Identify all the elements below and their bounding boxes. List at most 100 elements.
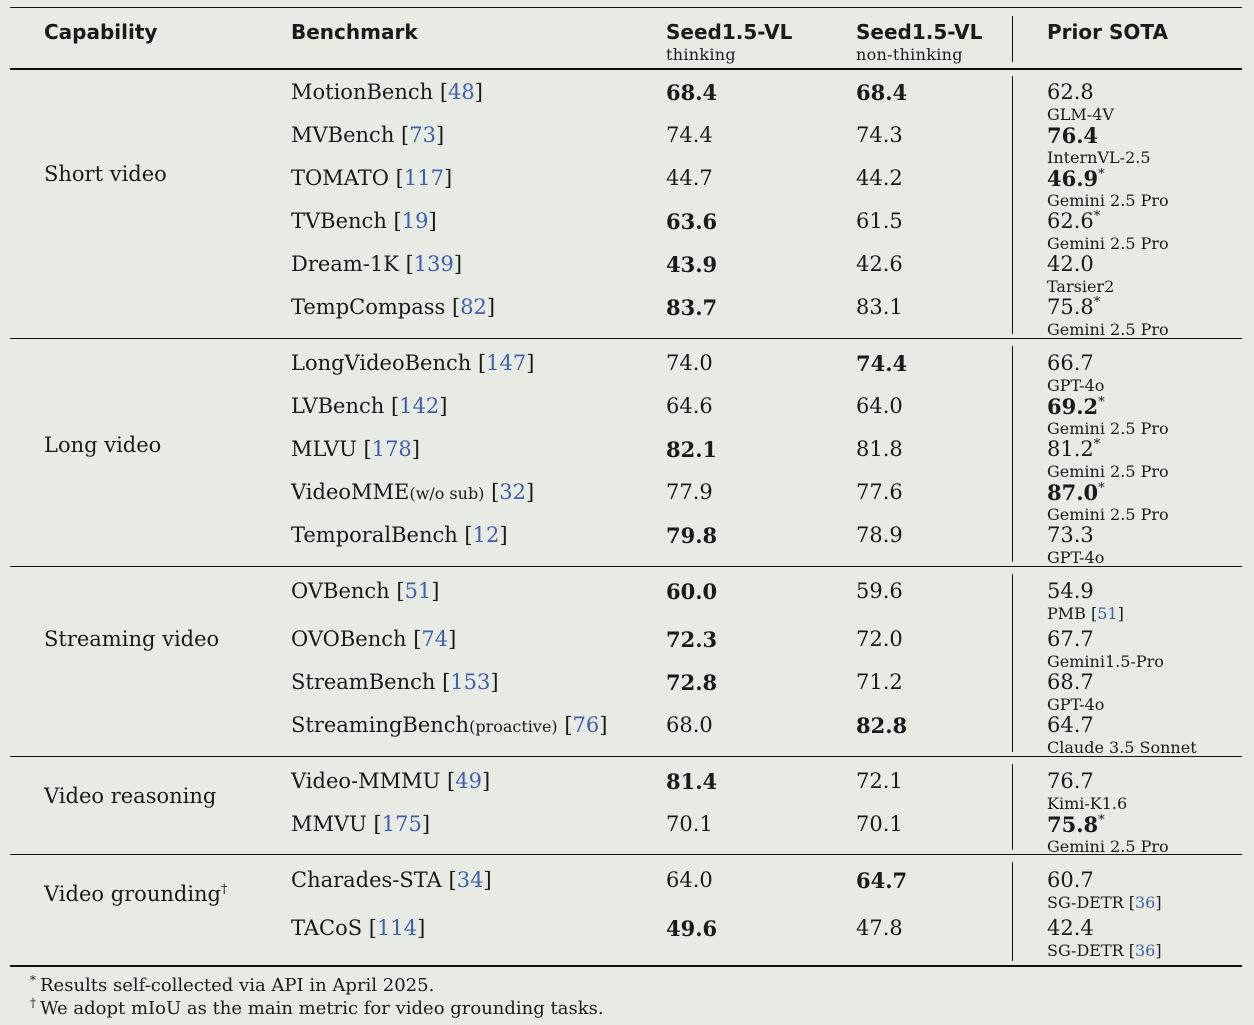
group-rule [10,965,1242,967]
sota-value: 66.7 [1047,351,1094,375]
prior-sota-score: 87.0* [1047,480,1105,505]
sota-value: 62.8 [1047,80,1094,104]
citation-link[interactable]: 12 [472,523,500,547]
non-thinking-score: 68.4 [856,80,908,105]
non-thinking-score: 74.4 [856,351,908,376]
prior-sota-model: Gemini 2.5 Pro [1047,462,1169,481]
thinking-score: 63.6 [666,209,718,234]
citation-link[interactable]: 51 [1097,604,1118,623]
benchmark-qualifier: (proactive) [469,717,558,736]
benchmark-text: LVBench [291,394,385,418]
sota-value: 87.0 [1047,480,1099,505]
sota-value: 46.9 [1047,166,1099,191]
prior-sota-score: 46.9* [1047,166,1105,191]
thinking-score: 49.6 [666,916,718,941]
prior-sota-score: 62.6* [1047,209,1100,233]
model-text: Gemini 2.5 Pro [1047,320,1169,339]
benchmark-name: OVBench [51] [291,579,440,603]
model-text: Kimi-K1.6 [1047,794,1128,813]
sota-value: 42.0 [1047,252,1094,276]
benchmark-text: MVBench [291,123,395,147]
footnote-text: Results self-collected via API in April … [40,975,435,996]
benchmark-text: StreamingBench [291,713,470,737]
sota-value: 67.7 [1047,627,1094,651]
sota-value: 68.7 [1047,670,1094,694]
prior-sota-model: Gemini 2.5 Pro [1047,419,1169,438]
thinking-score: 44.7 [666,166,713,190]
prior-sota-score: 75.8* [1047,812,1105,837]
citation-link[interactable]: 36 [1135,941,1156,960]
non-thinking-score: 47.8 [856,916,903,940]
prior-sota-score: 81.2* [1047,437,1100,461]
non-thinking-score: 42.6 [856,252,903,276]
citation-link[interactable]: 153 [450,670,491,694]
citation-link[interactable]: 142 [399,394,440,418]
group-rule [10,566,1242,567]
non-thinking-score: 74.3 [856,123,903,147]
citation-link[interactable]: 114 [377,916,418,940]
thinking-score: 79.8 [666,523,718,548]
prior-sota-score: 42.4 [1047,916,1094,940]
benchmark-text: VideoMME [291,480,410,504]
non-thinking-score: 61.5 [856,209,903,233]
group-vertical-rule [1012,76,1013,334]
non-thinking-score: 64.7 [856,868,908,893]
benchmark-name: Charades-STA [34] [291,868,492,892]
citation-link[interactable]: 117 [403,166,444,190]
model-text: GPT-4o [1047,695,1105,714]
top-rule [10,7,1242,8]
group-rule [10,854,1242,855]
asterisk-mark: * [1093,437,1101,452]
citation-link[interactable]: 36 [1135,893,1156,912]
benchmark-text: Video-MMMU [291,769,441,793]
citation-link[interactable]: 32 [499,480,527,504]
benchmark-text: MMVU [291,812,367,836]
sota-value: 42.4 [1047,916,1094,940]
benchmark-text: Charades-STA [291,868,442,892]
benchmark-text: OVOBench [291,627,407,651]
sota-value: 76.7 [1047,769,1094,793]
benchmark-name: MVBench [73] [291,123,445,147]
benchmark-name: OVOBench [74] [291,627,457,651]
citation-link[interactable]: 76 [572,713,600,737]
citation-link[interactable]: 34 [456,868,484,892]
citation-link[interactable]: 49 [455,769,482,793]
citation-link[interactable]: 147 [486,351,527,375]
header-non-thinking-sub: non-thinking [856,45,963,64]
citation-link[interactable]: 51 [404,579,432,603]
non-thinking-score: 71.2 [856,670,903,694]
capability-text: Video grounding [44,882,222,906]
citation-link[interactable]: 19 [401,209,429,233]
capability-text: Streaming video [44,627,220,651]
citation-link[interactable]: 48 [448,80,475,104]
non-thinking-score: 70.1 [856,812,903,836]
model-text: GPT-4o [1047,376,1105,395]
benchmark-text: LongVideoBench [291,351,472,375]
asterisk-mark: * [1098,167,1105,182]
citation-link[interactable]: 139 [413,252,454,276]
model-text: GPT-4o [1047,548,1105,567]
model-text: Claude 3.5 Sonnet [1047,738,1197,757]
thinking-score: 68.0 [666,713,713,737]
group-vertical-rule [1012,764,1013,850]
asterisk-mark: * [1093,209,1101,224]
thinking-score: 83.7 [666,295,718,320]
model-text: Tarsier2 [1047,277,1115,296]
benchmark-text: TVBench [291,209,387,233]
prior-sota-score: 69.2* [1047,394,1105,419]
prior-sota-model: SG-DETR [36] [1047,941,1162,960]
benchmark-name: StreamingBench(proactive) [76] [291,713,608,737]
benchmark-text: TACoS [291,916,363,940]
header-thinking-sub: thinking [666,45,736,64]
citation-link[interactable]: 82 [460,295,487,319]
capability-label: Video grounding† [44,882,228,906]
citation-link[interactable]: 73 [409,123,436,147]
model-text: InternVL-2.5 [1047,148,1151,167]
header-capability: Capability [44,20,158,44]
benchmark-name: MLVU [178] [291,437,420,461]
model-text: PMB [1047,604,1086,623]
citation-link[interactable]: 178 [371,437,412,461]
asterisk-mark: * [1098,813,1105,828]
citation-link[interactable]: 175 [381,812,422,836]
citation-link[interactable]: 74 [421,627,449,651]
